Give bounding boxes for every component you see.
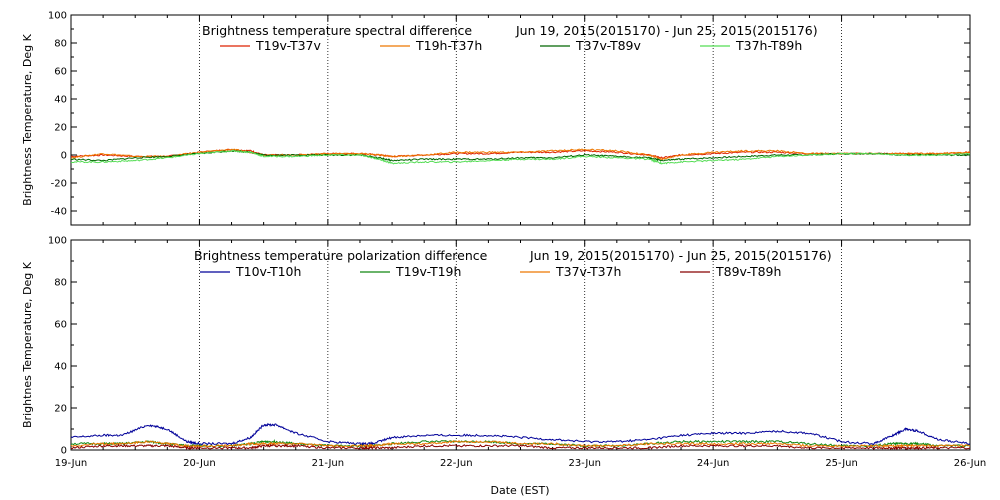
y-tick-label: 60 (54, 320, 67, 331)
y-tick-label: 100 (48, 236, 67, 247)
y-axis-title: Brightnes Temperature, Deg K (21, 261, 34, 428)
y-tick-label: 60 (54, 67, 67, 78)
legend-label: T37v-T89v (575, 38, 642, 53)
series-group (70, 422, 971, 451)
y-tick-label: 40 (54, 362, 67, 373)
series-group (70, 148, 971, 165)
x-tick-label: 26-Jun (954, 458, 987, 469)
series-line (70, 148, 971, 161)
grid (199, 240, 842, 450)
legend-label: T37h-T89h (735, 38, 802, 53)
legend-label: T89v-T89h (715, 264, 781, 279)
date-range: Jun 19, 2015(2015170) - Jun 25, 2015(201… (515, 23, 818, 38)
chart-title: Brightness temperature polarization diff… (194, 248, 488, 263)
y-tick-label: 20 (54, 123, 67, 134)
legend-label: T10v-T10h (235, 264, 301, 279)
y-axis-title: Brightness Temperature, Deg K (21, 33, 34, 205)
series-line (70, 422, 971, 447)
x-tick-label: 21-Jun (312, 458, 345, 469)
legend-label: T19v-T19h (395, 264, 461, 279)
y-ticks: 100 80 60 40 20 0 -20 -40 (48, 11, 971, 226)
y-tick-label: 100 (48, 11, 67, 22)
y-tick-label: 0 (61, 446, 67, 457)
series-line (70, 149, 971, 165)
x-tick-label: 23-Jun (568, 458, 601, 469)
x-tick-label: 24-Jun (697, 458, 730, 469)
series-line (70, 439, 970, 449)
date-range: Jun 19, 2015(2015170) - Jun 25, 2015(201… (529, 248, 832, 263)
y-tick-label: -40 (51, 207, 67, 218)
chart-title: Brightness temperature spectral differen… (202, 23, 472, 38)
y-tick-label: 40 (54, 95, 67, 106)
y-tick-label: 0 (61, 151, 67, 162)
legend-label: T19h-T37h (415, 38, 482, 53)
x-ticks: 19-Jun 20-Jun 21-Jun 22-Jun 23-Jun 24-Jun 25-J… (55, 458, 987, 469)
polarization-difference-panel: Brightness temperature polarization diff… (21, 236, 986, 498)
x-tick-label: 20-Jun (183, 458, 216, 469)
spectral-difference-panel: Brightness temperature spectral differen… (21, 11, 971, 226)
x-axis-title: Date (EST) (490, 484, 549, 497)
legend-label: T37v-T37h (555, 264, 621, 279)
x-tick-label: 22-Jun (440, 458, 473, 469)
y-ticks: 100 80 60 40 20 0 (48, 236, 971, 457)
x-tick-label: 19-Jun (55, 458, 88, 469)
y-tick-label: 80 (54, 278, 67, 289)
y-tick-label: -20 (51, 179, 67, 190)
legend-label: T19v-T37v (255, 38, 322, 53)
x-tick-label: 25-Jun (825, 458, 858, 469)
series-line (70, 443, 971, 451)
y-tick-label: 80 (54, 39, 67, 50)
legend: T19v-T37v T19h-T37h T37v-T89v T37h-T89h (220, 38, 802, 53)
legend: T10v-T10h T19v-T19h T37v-T37h T89v-T89h (200, 264, 781, 279)
plot-frame (70, 14, 971, 226)
grid (199, 15, 842, 225)
y-tick-label: 20 (54, 404, 67, 415)
